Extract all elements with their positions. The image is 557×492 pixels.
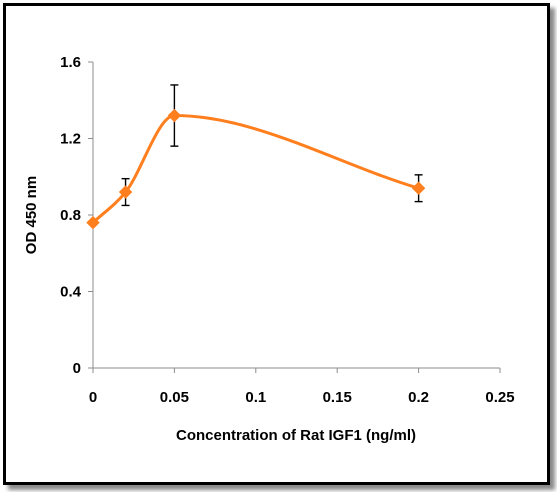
y-tick-label: 0 <box>73 360 81 377</box>
x-tick-label: 0.25 <box>485 389 514 406</box>
y-tick-label: 1.6 <box>60 54 81 71</box>
x-tick-label: 0 <box>89 389 97 406</box>
x-tick-label: 0.1 <box>245 389 266 406</box>
data-point <box>411 181 426 195</box>
chart-frame <box>3 3 550 485</box>
x-tick-label: 0.15 <box>323 389 352 406</box>
x-tick-label: 0.2 <box>408 389 429 406</box>
y-tick-label: 0.4 <box>60 284 82 301</box>
series-line <box>91 114 421 225</box>
x-axis-title: Concentration of Rat IGF1 (ng/ml) <box>176 427 416 444</box>
x-tick-labels: 0 0.05 0.1 0.15 0.2 0.25 <box>89 368 515 406</box>
data-point <box>167 108 182 123</box>
data-point <box>86 215 100 230</box>
y-tick-label: 1.2 <box>60 131 81 148</box>
data-point <box>118 185 133 199</box>
series-layer <box>86 84 426 230</box>
y-tick-labels: 0 0.4 0.8 1.2 1.6 <box>60 54 93 377</box>
x-tick-label: 0.05 <box>160 389 189 406</box>
y-tick-label: 0.8 <box>60 207 81 224</box>
y-axis-title: OD 450 nm <box>23 176 40 254</box>
